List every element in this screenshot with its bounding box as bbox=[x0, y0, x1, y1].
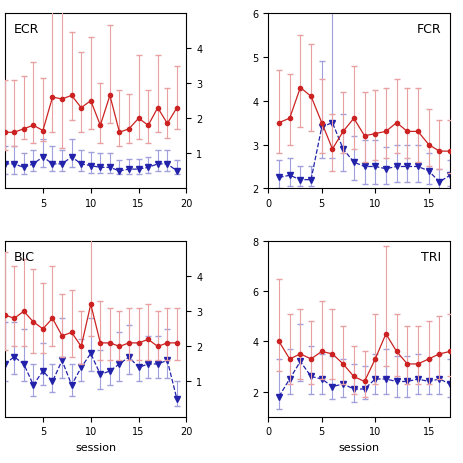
X-axis label: session: session bbox=[338, 442, 379, 452]
Text: ECR: ECR bbox=[14, 23, 39, 36]
Text: FCR: FCR bbox=[415, 23, 440, 36]
Text: TRI: TRI bbox=[420, 250, 440, 263]
X-axis label: session: session bbox=[75, 442, 116, 452]
Text: BIC: BIC bbox=[14, 250, 35, 263]
